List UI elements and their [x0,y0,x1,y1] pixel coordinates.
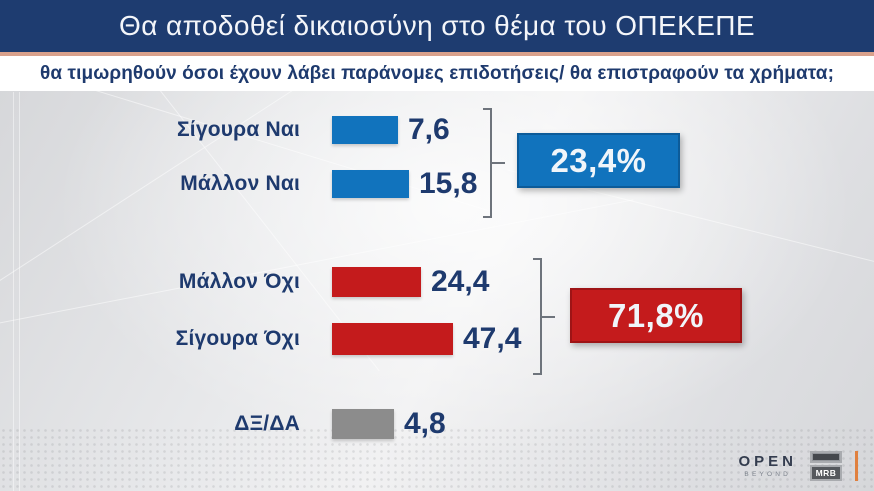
subtitle-strip: θα τιμωρηθούν όσοι έχουν λάβει παράνομες… [0,56,874,91]
value-label: 24,4 [431,265,490,298]
value-label: 4,8 [404,407,446,440]
accent-divider [0,52,874,56]
category-label: ΔΞ/ΔΑ [234,412,300,435]
mrb-logo: MRB [810,451,842,481]
chart-row-mallon-nai: Μάλλον Ναι 15,8 [0,164,874,204]
chart-row-dxda: ΔΞ/ΔΑ 4,8 [0,404,874,444]
mrb-logo-box: MRB [810,465,842,481]
open-channel-logo: OPEN BEYOND [738,454,797,479]
page-title: Θα αποδοθεί δικαιοσύνη στο θέμα του ΟΠΕΚ… [119,10,755,41]
value-label: 7,6 [408,113,450,146]
mrb-logo-mark [810,451,842,463]
bar-mallon-ochi [332,267,421,297]
bracket-arm [490,162,505,164]
open-logo-subtext: BEYOND [744,470,792,478]
bracket-yes-group [483,108,505,218]
category-label: Σίγουρα Όχι [175,327,300,350]
mrb-logo-text: MRB [815,468,837,478]
chart-row-sigoura-ochi: Σίγουρα Όχι 47,4 [0,319,874,359]
bar-dxda [332,409,394,439]
bg-vertical-line [19,92,20,491]
bracket-arm [540,315,555,318]
total-no-badge: 71,8% [570,288,742,343]
value-label: 15,8 [419,167,478,200]
orange-divider-bar [855,451,858,481]
value-label: 47,4 [463,322,522,355]
bg-vertical-line [13,92,14,491]
poll-question: θα τιμωρηθούν όσοι έχουν λάβει παράνομες… [39,62,834,84]
bar-sigoura-ochi [332,323,453,355]
chart-row-mallon-ochi: Μάλλον Όχι 24,4 [0,262,874,302]
bar-mallon-nai [332,170,409,198]
bar-sigoura-nai [332,116,398,144]
open-logo-text: OPEN [738,452,797,470]
footer: OPEN BEYOND MRB [738,451,858,481]
category-label: Μάλλον Ναι [180,172,300,195]
total-yes-badge: 23,4% [517,133,680,188]
bracket-no-group [533,258,555,375]
halftone-dots-pattern [0,427,874,491]
category-label: Μάλλον Όχι [178,270,300,293]
header-bar: Θα αποδοθεί δικαιοσύνη στο θέμα του ΟΠΕΚ… [0,0,874,52]
chart-row-sigoura-nai: Σίγουρα Ναι 7,6 [0,110,874,150]
category-label: Σίγουρα Ναι [176,118,300,141]
